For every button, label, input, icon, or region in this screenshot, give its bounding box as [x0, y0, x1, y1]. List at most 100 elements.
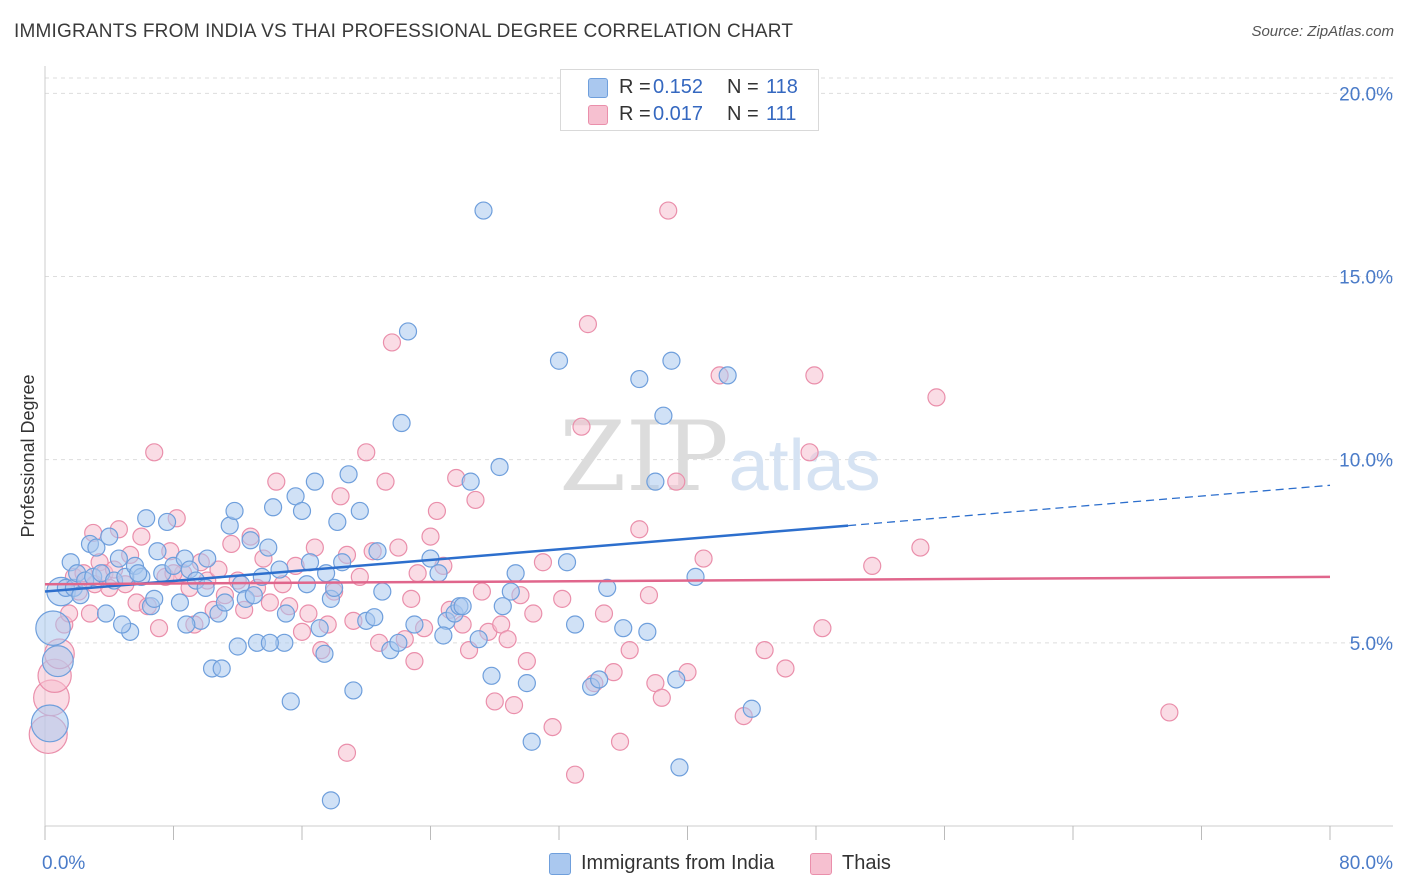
x-tick-label-min: 0.0% — [42, 853, 85, 874]
india-point — [244, 586, 263, 605]
india-point — [310, 619, 329, 638]
thai-point — [565, 765, 585, 784]
india-point — [461, 472, 480, 491]
india-point — [590, 670, 609, 689]
india-point — [112, 615, 132, 634]
india-point — [598, 578, 617, 597]
india-point — [398, 322, 418, 341]
thai-point — [267, 472, 286, 491]
thai-point — [604, 663, 623, 682]
watermark: ZIPatlas — [559, 401, 880, 513]
thai-point — [667, 472, 686, 491]
thai-point — [578, 315, 598, 334]
thai-point — [524, 604, 543, 623]
india-trend-extension — [848, 484, 1331, 527]
thai-point — [222, 534, 241, 554]
india-point — [260, 633, 279, 652]
thai-point — [405, 652, 424, 671]
thai-point — [498, 630, 517, 649]
india-point — [429, 564, 448, 583]
thai-point — [776, 659, 795, 678]
india-point — [742, 699, 761, 718]
thai-point — [800, 443, 819, 462]
india-point — [109, 549, 128, 568]
legend: R = 0.152 N = 118 R = 0.017 N = 111 — [560, 69, 819, 131]
india-point — [170, 593, 190, 612]
india-point — [506, 564, 525, 583]
india-point — [368, 542, 387, 561]
thai-point — [543, 717, 562, 737]
source-label: Source: ZipAtlas.com — [1251, 23, 1394, 40]
india-point — [389, 633, 408, 652]
india-point — [297, 575, 316, 594]
watermark-zip: ZIP — [559, 401, 728, 513]
india-point — [522, 732, 541, 751]
india-point — [490, 457, 509, 477]
legend-r-value: 0.017 — [653, 103, 704, 125]
india-point — [630, 369, 649, 389]
thai-point — [260, 593, 279, 612]
india-point — [270, 560, 289, 579]
legend-swatch-india — [588, 78, 608, 98]
thai-point — [863, 556, 882, 575]
legend-r-value: 0.152 — [653, 76, 704, 98]
india-point — [321, 791, 341, 810]
india-point — [228, 637, 247, 656]
y-tick-label: 10.0% — [1339, 451, 1393, 472]
india-point — [434, 626, 453, 645]
thai-point — [408, 564, 427, 583]
thai-point — [485, 692, 504, 711]
tick-labels: 5.0% 10.0% 15.0% 20.0% 0.0% 80.0% — [42, 84, 1393, 874]
thai-point — [504, 696, 524, 715]
india-point — [198, 549, 217, 568]
thai-point — [659, 201, 678, 220]
thai-point — [273, 575, 292, 594]
thai-point — [337, 743, 357, 762]
india-point — [686, 567, 705, 586]
india-point — [137, 509, 156, 528]
india-point — [259, 538, 278, 557]
thai-point — [299, 604, 318, 623]
india-point — [405, 615, 424, 634]
india-point — [667, 670, 686, 689]
india-point — [100, 527, 119, 546]
india-point — [670, 758, 689, 777]
india-point — [87, 538, 106, 557]
legend-n-value: 118 — [766, 76, 798, 98]
x-tick-label-max: 80.0% — [1339, 853, 1393, 874]
india-point — [638, 622, 657, 641]
india-point — [565, 615, 585, 634]
india-point — [292, 501, 312, 521]
bottom-legend-label-india: Immigrants from India — [581, 852, 775, 874]
legend-swatch-thai — [588, 105, 608, 125]
india-point — [646, 472, 665, 491]
thai-point — [630, 520, 649, 539]
thai-point — [145, 443, 164, 462]
india-point — [517, 674, 536, 693]
thai-point — [911, 538, 930, 557]
thai-point — [517, 652, 536, 671]
india-point — [501, 582, 520, 601]
legend-n-value: 111 — [766, 103, 797, 125]
india-point — [281, 692, 300, 711]
thai-point — [357, 443, 376, 462]
india-point — [365, 608, 384, 627]
india-point — [453, 597, 472, 616]
india-point — [225, 501, 244, 521]
india-point — [212, 659, 231, 678]
thai-point — [427, 501, 447, 521]
legend-r-label: R = — [619, 103, 651, 125]
india-point — [344, 681, 363, 700]
india-point — [718, 366, 737, 385]
thai-point — [572, 417, 591, 436]
thai-point — [350, 567, 369, 586]
thai-point — [813, 619, 832, 638]
india-point — [276, 604, 296, 623]
india-point — [392, 413, 411, 433]
india-point — [129, 564, 148, 583]
india-point — [157, 512, 177, 532]
india-point — [305, 472, 324, 491]
thai-point — [472, 582, 491, 601]
india-point — [557, 553, 577, 572]
